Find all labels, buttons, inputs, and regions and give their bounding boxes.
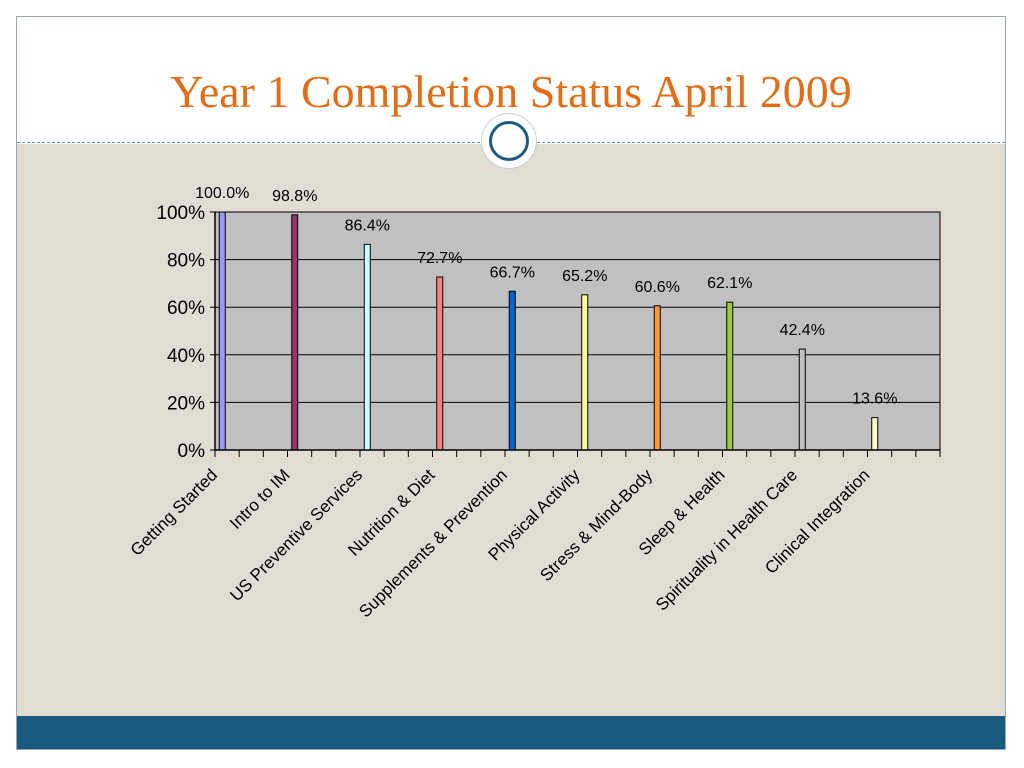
bar (218, 211, 226, 451)
x-category-label: Intro to IM (226, 465, 294, 533)
bar (871, 417, 879, 451)
bar (291, 214, 299, 451)
bar (653, 305, 661, 451)
x-category-label: Supplements & Prevention (355, 465, 511, 621)
y-tick-label: 40% (167, 346, 205, 367)
y-tick-label: 60% (167, 298, 205, 319)
x-category-label: US Preventive Services (226, 465, 366, 605)
x-category-label: Spirituality in Health Care (652, 465, 801, 614)
y-tick-label: 80% (167, 251, 205, 272)
data-label: 72.7% (417, 250, 462, 267)
plot-area (214, 211, 941, 451)
data-label: 100.0% (195, 185, 249, 202)
y-tick-label: 100% (156, 203, 205, 224)
circle-ornament-icon (481, 113, 537, 169)
data-label: 66.7% (490, 264, 535, 281)
bar (508, 290, 516, 451)
bar (436, 276, 444, 451)
bar (726, 301, 734, 451)
bar (798, 348, 806, 451)
data-label: 98.8% (272, 188, 317, 205)
y-tick-label: 20% (167, 393, 205, 414)
data-label: 42.4% (780, 322, 825, 339)
footer-bar (17, 716, 1005, 749)
data-label: 60.6% (635, 279, 680, 296)
data-label: 62.1% (707, 275, 752, 292)
data-label: 13.6% (852, 391, 897, 408)
x-category-label: Getting Started (127, 465, 221, 559)
slide-title: Year 1 Completion Status April 2009 (170, 66, 852, 117)
bar (581, 294, 589, 451)
bar (363, 243, 371, 451)
data-label: 65.2% (562, 268, 607, 285)
y-tick-label: 0% (178, 441, 206, 462)
data-label: 86.4% (345, 217, 390, 234)
